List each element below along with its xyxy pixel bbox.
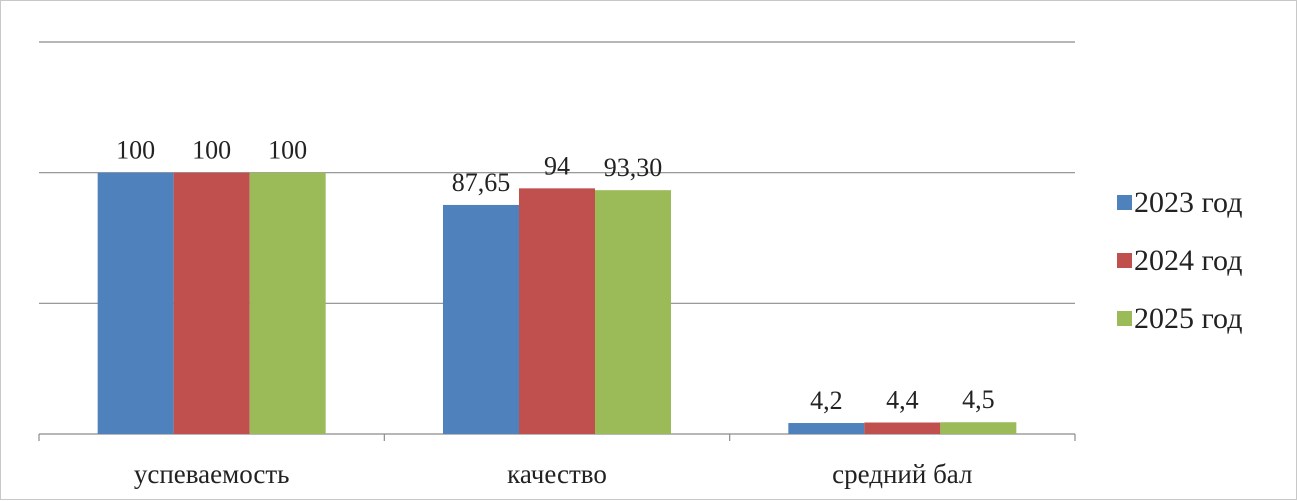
legend-label-0: 2023 год bbox=[1134, 186, 1242, 219]
bar-0-1 bbox=[173, 172, 250, 434]
bar-1-1 bbox=[519, 188, 595, 434]
x-tick-label-1: качество bbox=[507, 459, 607, 489]
data-label-0-0: 100 bbox=[116, 136, 155, 165]
bar-0-2 bbox=[249, 172, 326, 434]
legend-swatch-2 bbox=[1117, 311, 1132, 326]
data-label-2-1: 4,4 bbox=[886, 386, 919, 415]
data-label-1-0: 87,65 bbox=[452, 168, 511, 197]
data-label-0-2: 100 bbox=[268, 136, 307, 165]
bar-1-2 bbox=[595, 190, 671, 434]
bar-2-1 bbox=[864, 422, 941, 434]
legend-swatch-0 bbox=[1117, 195, 1132, 210]
bar-2-2 bbox=[940, 422, 1017, 434]
legend-swatch-1 bbox=[1117, 253, 1132, 268]
data-label-1-1: 94 bbox=[544, 151, 570, 180]
x-tick-label-2: средний бал bbox=[832, 459, 972, 489]
data-label-2-0: 4,2 bbox=[810, 386, 843, 415]
legend-label-2: 2025 год bbox=[1134, 302, 1242, 335]
data-label-0-1: 100 bbox=[192, 136, 231, 165]
x-tick-label-0: успеваемость bbox=[134, 459, 290, 489]
bar-0-0 bbox=[97, 172, 174, 434]
data-label-2-2: 4,5 bbox=[962, 385, 995, 414]
legend-label-1: 2024 год bbox=[1134, 244, 1242, 277]
bar-2-0 bbox=[788, 423, 865, 434]
bar-1-0 bbox=[443, 204, 519, 434]
data-label-1-2: 93,30 bbox=[604, 153, 663, 182]
